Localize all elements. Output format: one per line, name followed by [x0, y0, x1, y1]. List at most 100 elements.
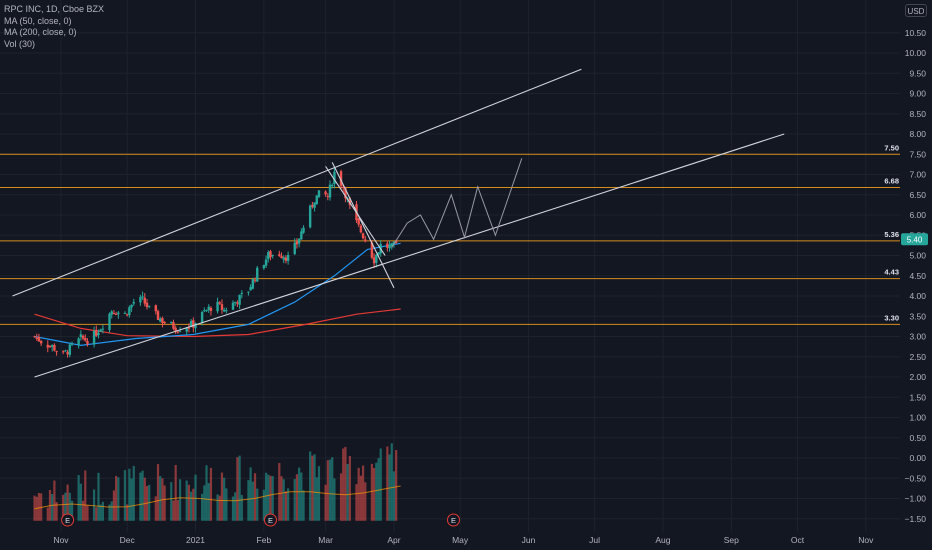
volume-bar: [203, 485, 206, 521]
volume-bar: [313, 454, 316, 521]
time-axis[interactable]: Nov Dec 2021 Feb Mar Apr May Jun Jul Aug Sep Oct Nov: [53, 535, 874, 545]
volume-bar: [247, 480, 250, 521]
candle-body: [238, 294, 241, 305]
volume-bar: [373, 468, 376, 521]
price-tick: 0.00: [909, 453, 926, 463]
symbol-title[interactable]: RPC INC, 1D, Cboe BZX: [4, 4, 105, 14]
candle-body: [176, 331, 180, 333]
volume-bar: [99, 504, 102, 521]
last-price-tag: [901, 233, 928, 246]
level-label: 5.36: [884, 230, 899, 239]
volume-bar: [126, 504, 129, 521]
level-label: 4.43: [884, 268, 899, 277]
volume-bar: [333, 478, 336, 521]
time-tick: Oct: [791, 535, 805, 545]
volume-bar: [86, 505, 89, 521]
candle-body: [282, 257, 285, 260]
candle-body: [178, 331, 182, 333]
candle-body: [143, 297, 146, 304]
candle-body: [317, 190, 321, 197]
candle-body: [247, 291, 250, 293]
candle-body: [203, 310, 206, 312]
level-label: 3.30: [884, 313, 899, 322]
volume-bar: [46, 507, 49, 521]
volume-bar: [223, 477, 226, 521]
candle-body: [240, 292, 244, 294]
candle-body: [145, 302, 149, 308]
candle-body: [194, 323, 197, 329]
candle-body: [48, 346, 52, 348]
candle-body: [209, 307, 213, 312]
candle-body: [192, 320, 195, 328]
earnings-marker: [263, 513, 277, 527]
volume-bar: [209, 467, 213, 521]
level-label: 6.68: [884, 176, 899, 185]
volume-bar: [342, 448, 345, 521]
candle-body: [70, 343, 74, 345]
price-tick: 8.00: [909, 129, 926, 139]
earnings-label: E: [451, 516, 456, 525]
time-tick: Apr: [387, 535, 400, 545]
candle-body: [251, 278, 255, 289]
candle-body: [370, 242, 374, 258]
ma200-legend[interactable]: MA (200, close, 0): [4, 27, 77, 37]
volume-bar: [112, 490, 116, 521]
volume-bar: [225, 488, 228, 521]
candle-body: [66, 351, 69, 355]
candle-body: [101, 328, 105, 330]
volume-bar: [344, 446, 347, 521]
volume-bar: [326, 460, 329, 521]
volume-bar: [317, 466, 321, 521]
candle-body: [110, 311, 113, 315]
volume-bar: [176, 499, 179, 521]
volume-bar: [92, 489, 96, 521]
volume-legend[interactable]: Vol (30): [4, 38, 36, 49]
candle-body: [388, 245, 391, 249]
volume-bar: [231, 496, 235, 521]
volume-bar: [207, 483, 210, 521]
price-tick: 9.50: [909, 68, 926, 78]
candle-body: [114, 313, 118, 316]
candle-body: [249, 287, 252, 291]
candle-body: [216, 301, 219, 312]
candle-body: [130, 304, 133, 308]
price-tick: 1.00: [909, 413, 926, 423]
volume-bar: [386, 446, 389, 521]
candle-body: [205, 310, 208, 312]
candle-body: [46, 344, 49, 348]
candle-body: [386, 243, 389, 248]
volume-bar: [311, 455, 314, 521]
volume-bar: [280, 476, 283, 521]
candle-body: [256, 267, 259, 282]
volume-bar: [359, 475, 362, 521]
volume-bar: [271, 476, 274, 521]
volume-bar: [218, 495, 221, 521]
trend-lines: [12, 68, 785, 378]
time-tick: Mar: [318, 535, 333, 545]
ma50-legend[interactable]: MA (50, close, 0): [4, 15, 72, 26]
candle-body: [123, 312, 127, 314]
ma50-line: [34, 242, 401, 347]
volume-bar: [141, 470, 144, 521]
candle-body: [392, 241, 396, 244]
volume-bar: [309, 451, 312, 521]
volume-bar: [170, 482, 173, 521]
price-tick: 10.00: [905, 48, 927, 58]
volume-bar: [192, 488, 195, 521]
candle-body: [324, 191, 327, 195]
price-axis[interactable]: 10.50 10.00 9.50 9.00 8.50 8.00 7.50 7.00 6.50 6.…: [901, 28, 928, 524]
price-tick: 8.50: [909, 109, 926, 119]
volume-bar: [267, 474, 270, 521]
price-tick: 0.50: [909, 433, 926, 443]
price-tick: 6.00: [909, 210, 926, 220]
candle-body: [286, 254, 290, 261]
currency-button[interactable]: USD: [905, 4, 927, 17]
price-tick: 4.00: [909, 291, 926, 301]
candle-body: [154, 305, 158, 312]
candle-body: [207, 306, 210, 310]
candle-body: [156, 311, 160, 320]
volume-bar: [174, 464, 177, 521]
candle-body: [99, 329, 102, 332]
volume-bar: [287, 488, 290, 521]
